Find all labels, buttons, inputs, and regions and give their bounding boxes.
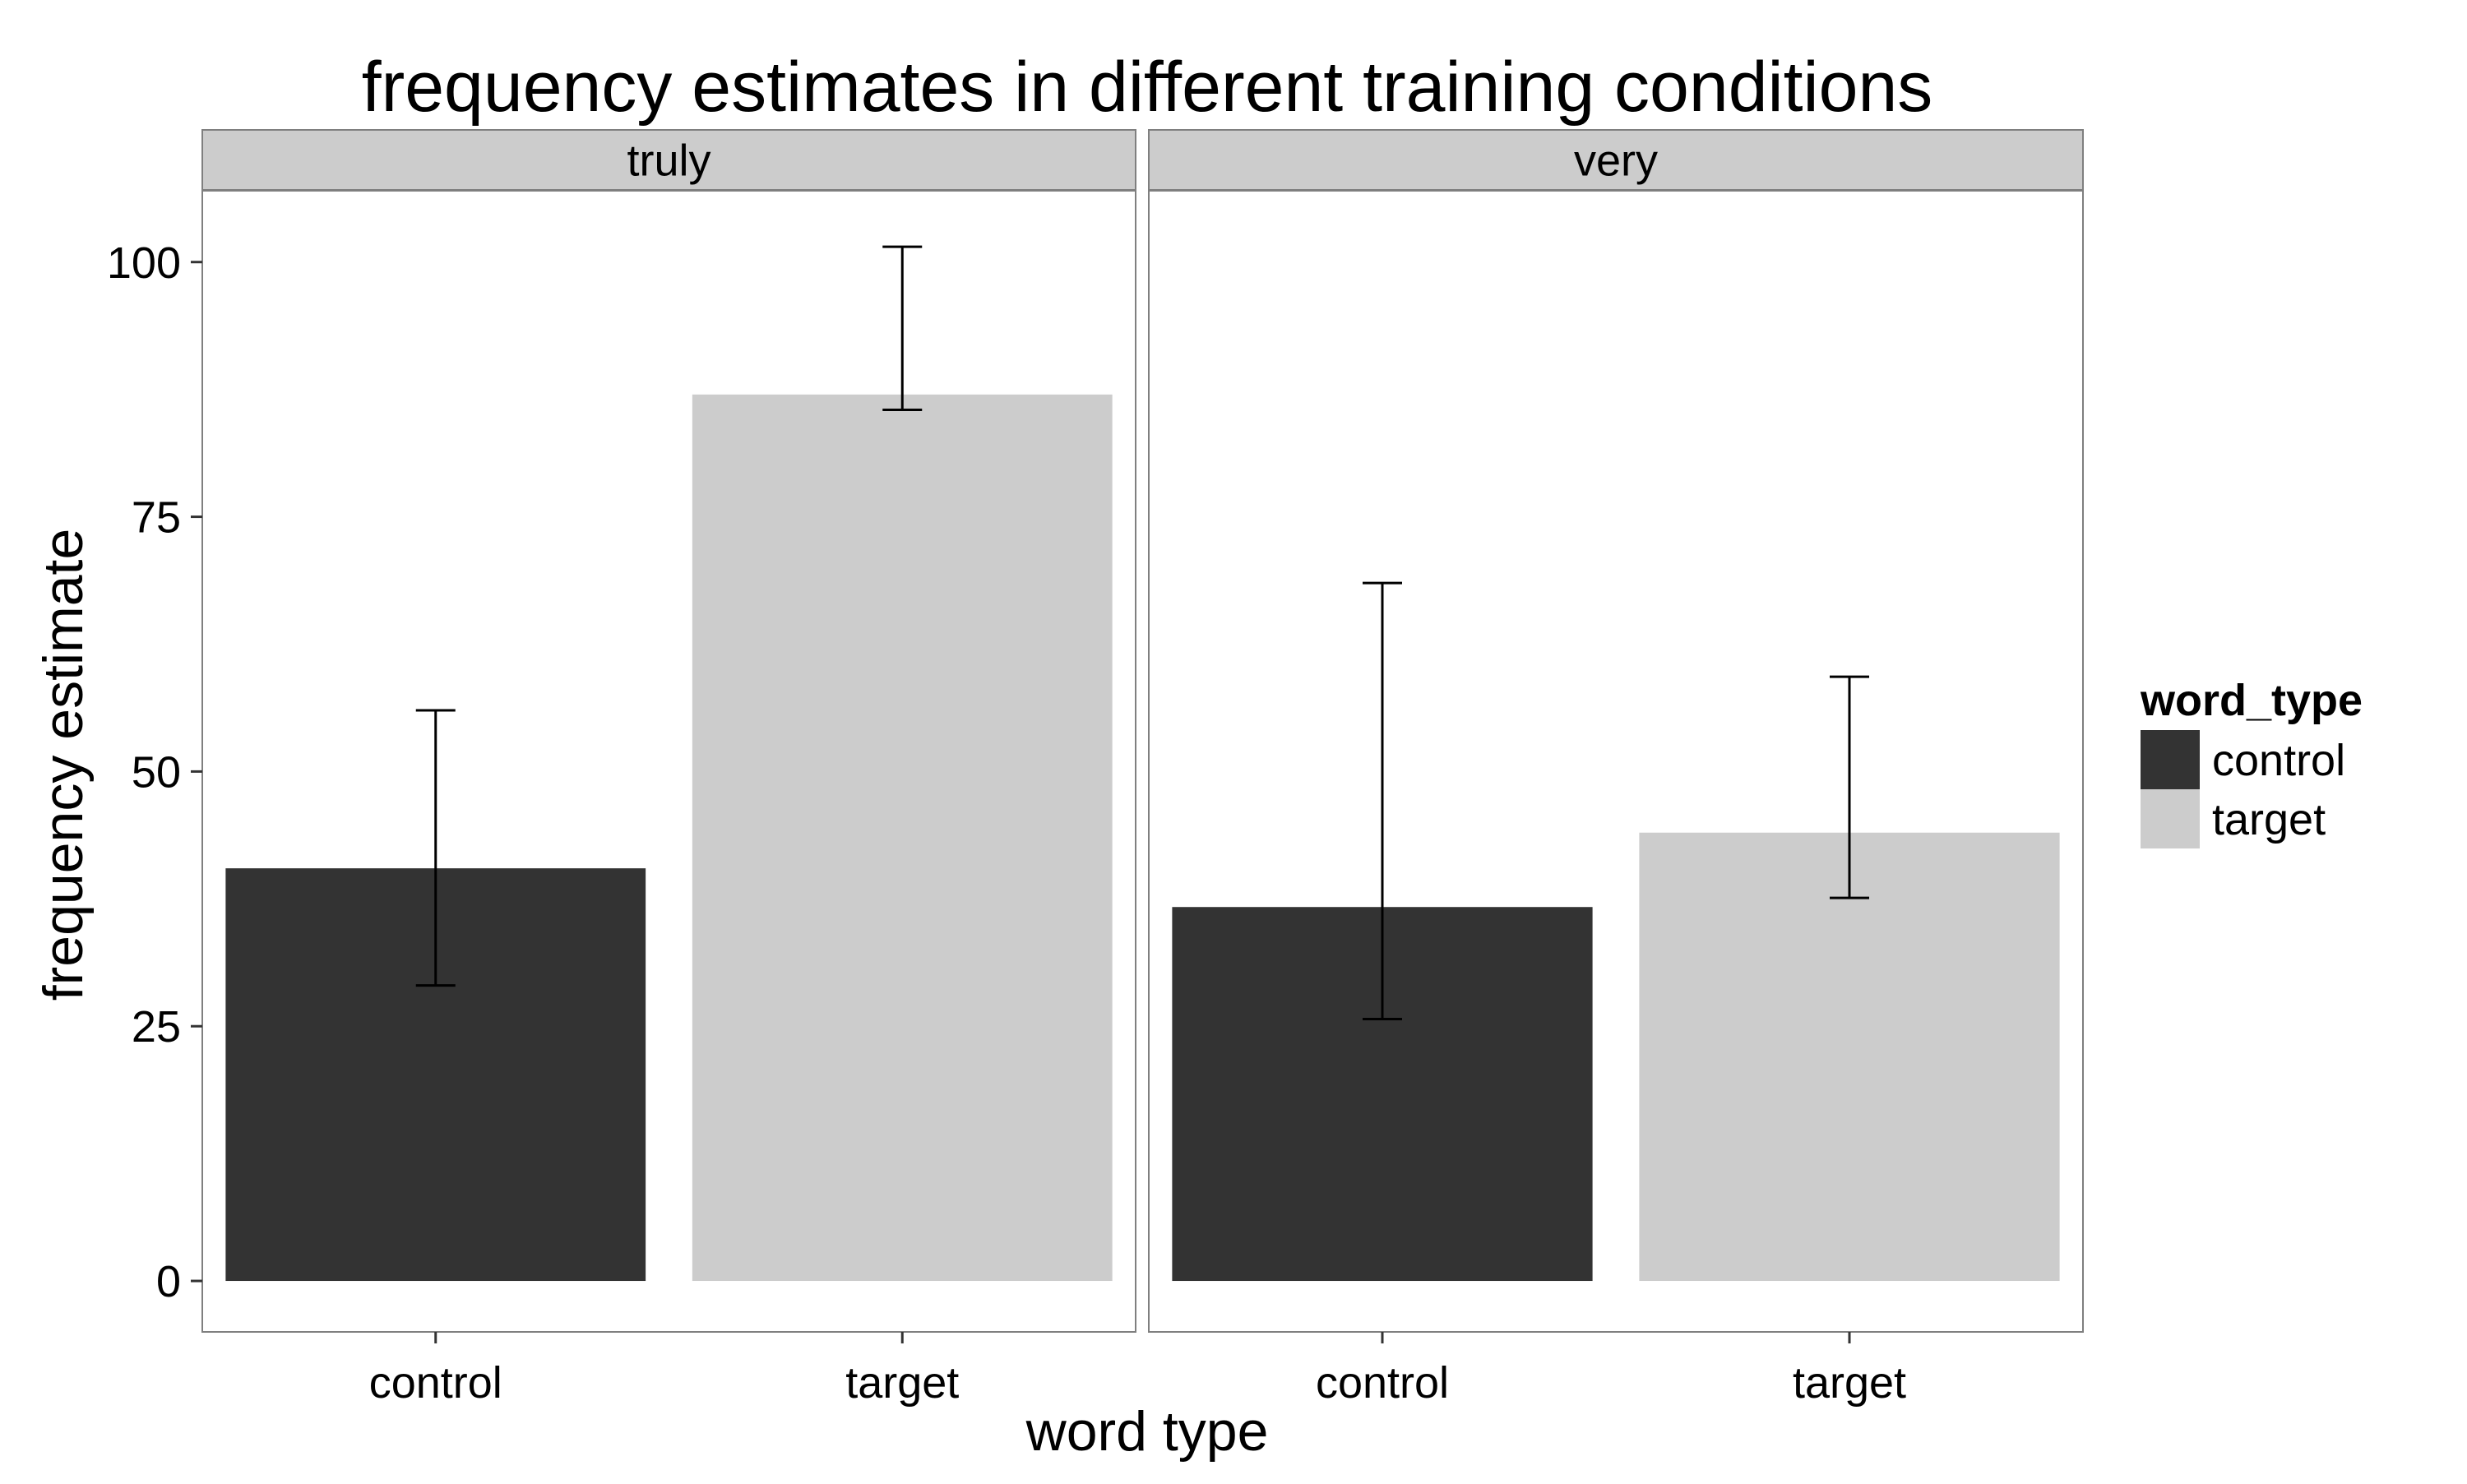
x-tick-label-control: control	[1316, 1358, 1449, 1408]
facet-strip-label: very	[1574, 136, 1658, 186]
legend-label-control: control	[2212, 736, 2345, 785]
y-tick-label: 0	[156, 1257, 181, 1306]
bar-very-target	[1639, 832, 2060, 1282]
facet-strip	[201, 129, 1136, 191]
legend-swatch-target	[2141, 789, 2200, 848]
facet-panels: truly control target very control target	[201, 129, 2084, 1408]
x-tick-label-control: control	[369, 1358, 502, 1408]
chart-title: frequency estimates in different trainin…	[362, 48, 1933, 127]
y-tick-label: 100	[107, 238, 181, 288]
facet-strip	[1148, 129, 2084, 191]
facet-panel-truly: truly control target	[201, 129, 1136, 1408]
x-tick-label-target: target	[845, 1358, 959, 1408]
legend-swatch-control	[2141, 730, 2200, 789]
x-axis-label: word type	[1025, 1400, 1269, 1463]
y-tick-label: 25	[132, 1002, 181, 1052]
legend-title: word_type	[2140, 676, 2363, 725]
bar-truly-target	[692, 394, 1113, 1282]
y-axis-label: frequency estimate	[32, 529, 95, 1001]
facet-panel-very: very control target	[1148, 129, 2084, 1408]
y-tick-label: 75	[132, 493, 181, 543]
legend-label-target: target	[2212, 795, 2326, 844]
y-tick-label: 50	[132, 747, 181, 797]
y-axis: 0 25 50 75 100	[107, 238, 202, 1306]
x-tick-label-target: target	[1793, 1358, 1906, 1408]
facet-strip-label: truly	[627, 136, 710, 186]
